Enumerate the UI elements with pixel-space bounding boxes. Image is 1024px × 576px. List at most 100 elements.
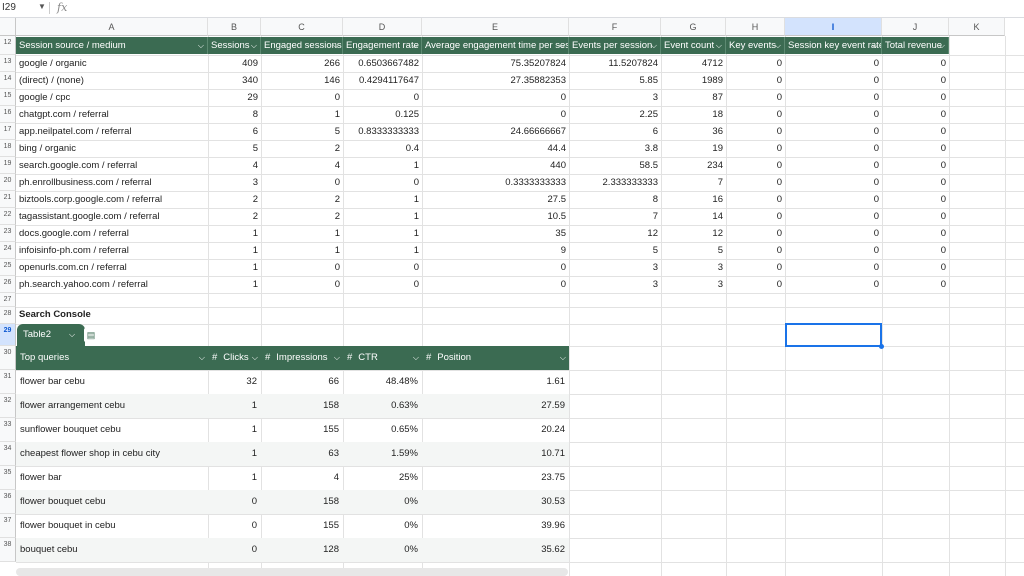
filter-chevron-icon[interactable]: ⌵ (412, 353, 419, 362)
source-medium-cell[interactable]: search.google.com / referral (19, 160, 138, 171)
metric-cell[interactable]: 234 (707, 160, 723, 171)
metric-cell[interactable]: 3 (717, 262, 723, 273)
metric-cell[interactable]: 0 (940, 211, 946, 222)
row-header-16[interactable]: 16 (0, 106, 16, 123)
row-header-37[interactable]: 37 (0, 514, 16, 538)
row-header-17[interactable]: 17 (0, 123, 16, 140)
metric-cell[interactable]: 0 (940, 92, 946, 103)
metric-cell[interactable]: 0 (873, 58, 879, 69)
name-box[interactable]: I29 (2, 2, 16, 13)
metric-cell[interactable]: 0 (334, 92, 340, 103)
row-header-28[interactable]: 28 (0, 307, 16, 324)
metric-cell[interactable]: 5.85 (639, 75, 659, 86)
metric-cell[interactable]: 0 (776, 58, 782, 69)
metric-cell[interactable]: 0 (940, 245, 946, 256)
row-header-36[interactable]: 36 (0, 490, 16, 514)
query-cell[interactable]: flower bar (20, 472, 62, 483)
metric-cell[interactable]: 0 (776, 228, 782, 239)
horizontal-scrollbar[interactable] (16, 568, 568, 576)
column-header-h[interactable]: H (726, 18, 785, 36)
metric-cell[interactable]: 1 (413, 228, 419, 239)
metric-cell[interactable]: 0 (940, 75, 946, 86)
table1-header-0[interactable]: Session source / medium ⌵ (16, 37, 208, 54)
query-metric-cell[interactable]: 1 (251, 472, 257, 483)
table1-header-7[interactable]: Key events ⌵ (726, 37, 785, 54)
table1-header-6[interactable]: Event count ⌵ (661, 37, 726, 54)
metric-cell[interactable]: 0 (873, 109, 879, 120)
metric-cell[interactable]: 0 (334, 177, 340, 188)
table1-header-4[interactable]: Average engagement time per session⌵ (422, 37, 569, 54)
table2-header-0[interactable]: Top queries ⌵ (16, 346, 208, 370)
query-metric-cell[interactable]: 0.65% (391, 424, 418, 435)
metric-cell[interactable]: 27.5 (547, 194, 567, 205)
row-header-14[interactable]: 14 (0, 72, 16, 89)
column-header-k[interactable]: K (949, 18, 1005, 36)
table2-tab[interactable]: Table2 ⌵ ▤ (17, 324, 98, 346)
query-metric-cell[interactable]: 20.24 (541, 424, 565, 435)
query-metric-cell[interactable]: 158 (261, 394, 343, 418)
query-metric-cell[interactable]: 23.75 (541, 472, 565, 483)
metric-cell[interactable]: 0 (776, 177, 782, 188)
filter-chevron-icon[interactable]: ⌵ (198, 353, 205, 362)
filter-chevron-icon[interactable]: ⌵ (650, 41, 657, 50)
metric-cell[interactable]: 3 (252, 177, 258, 188)
metric-cell[interactable]: 0 (940, 177, 946, 188)
metric-cell[interactable]: 14 (712, 211, 723, 222)
column-header-d[interactable]: D (343, 18, 422, 36)
query-cell[interactable]: flower arrangement cebu (16, 394, 208, 418)
row-header-25[interactable]: 25 (0, 259, 16, 276)
metric-cell[interactable]: 4 (252, 160, 258, 171)
metric-cell[interactable]: 1 (334, 245, 340, 256)
query-metric-cell[interactable]: 10.71 (422, 442, 569, 466)
metric-cell[interactable]: 4712 (701, 58, 723, 69)
metric-cell[interactable]: 0 (413, 262, 419, 273)
query-metric-cell[interactable]: 128 (261, 538, 343, 562)
metric-cell[interactable]: 0.6503667482 (358, 58, 419, 69)
source-medium-cell[interactable]: infoisinfo-ph.com / referral (19, 245, 129, 256)
metric-cell[interactable]: 12 (712, 228, 723, 239)
query-cell[interactable]: sunflower bouquet cebu (20, 424, 121, 435)
metric-cell[interactable]: 266 (324, 58, 340, 69)
metric-cell[interactable]: 0 (776, 211, 782, 222)
row-header-31[interactable]: 31 (0, 370, 16, 394)
metric-cell[interactable]: 0 (940, 109, 946, 120)
metric-cell[interactable]: 1 (252, 279, 258, 290)
active-cell-selection[interactable] (785, 323, 882, 347)
metric-cell[interactable]: 0 (873, 126, 879, 137)
column-header-a[interactable]: A (16, 18, 208, 36)
metric-cell[interactable]: 75.35207824 (510, 58, 566, 69)
metric-cell[interactable]: 2 (252, 211, 258, 222)
metric-cell[interactable]: 0.8333333333 (358, 126, 419, 137)
row-header-23[interactable]: 23 (0, 225, 16, 242)
row-header-18[interactable]: 18 (0, 140, 16, 157)
metric-cell[interactable]: 1 (413, 245, 419, 256)
filter-chevron-icon[interactable]: ⌵ (411, 41, 418, 50)
query-metric-cell[interactable]: 4 (333, 472, 339, 483)
name-box-dropdown-icon[interactable]: ▼ (38, 2, 46, 11)
metric-cell[interactable]: 0 (940, 160, 946, 171)
query-metric-cell[interactable]: 1 (208, 394, 261, 418)
metric-cell[interactable]: 0 (776, 245, 782, 256)
filter-chevron-icon[interactable]: ⌵ (558, 41, 565, 50)
metric-cell[interactable]: 9 (560, 245, 566, 256)
metric-cell[interactable]: 0 (776, 109, 782, 120)
metric-cell[interactable]: 0 (940, 58, 946, 69)
row-header-22[interactable]: 22 (0, 208, 16, 225)
metric-cell[interactable]: 0 (413, 92, 419, 103)
query-metric-cell[interactable]: 0% (404, 520, 418, 531)
source-medium-cell[interactable]: chatgpt.com / referral (19, 109, 109, 120)
filter-chevron-icon[interactable]: ⌵ (559, 353, 566, 362)
metric-cell[interactable]: 0 (873, 194, 879, 205)
row-header-15[interactable]: 15 (0, 89, 16, 106)
metric-cell[interactable]: 0 (776, 75, 782, 86)
metric-cell[interactable]: 1 (252, 262, 258, 273)
metric-cell[interactable]: 1 (334, 109, 340, 120)
query-metric-cell[interactable]: 1.59% (343, 442, 422, 466)
metric-cell[interactable]: 3.8 (644, 143, 658, 154)
column-header-f[interactable]: F (569, 18, 661, 36)
metric-cell[interactable]: 36 (712, 126, 723, 137)
metric-cell[interactable]: 1989 (701, 75, 723, 86)
metric-cell[interactable]: 0 (776, 262, 782, 273)
metric-cell[interactable]: 0 (560, 279, 566, 290)
metric-cell[interactable]: 0 (873, 75, 879, 86)
